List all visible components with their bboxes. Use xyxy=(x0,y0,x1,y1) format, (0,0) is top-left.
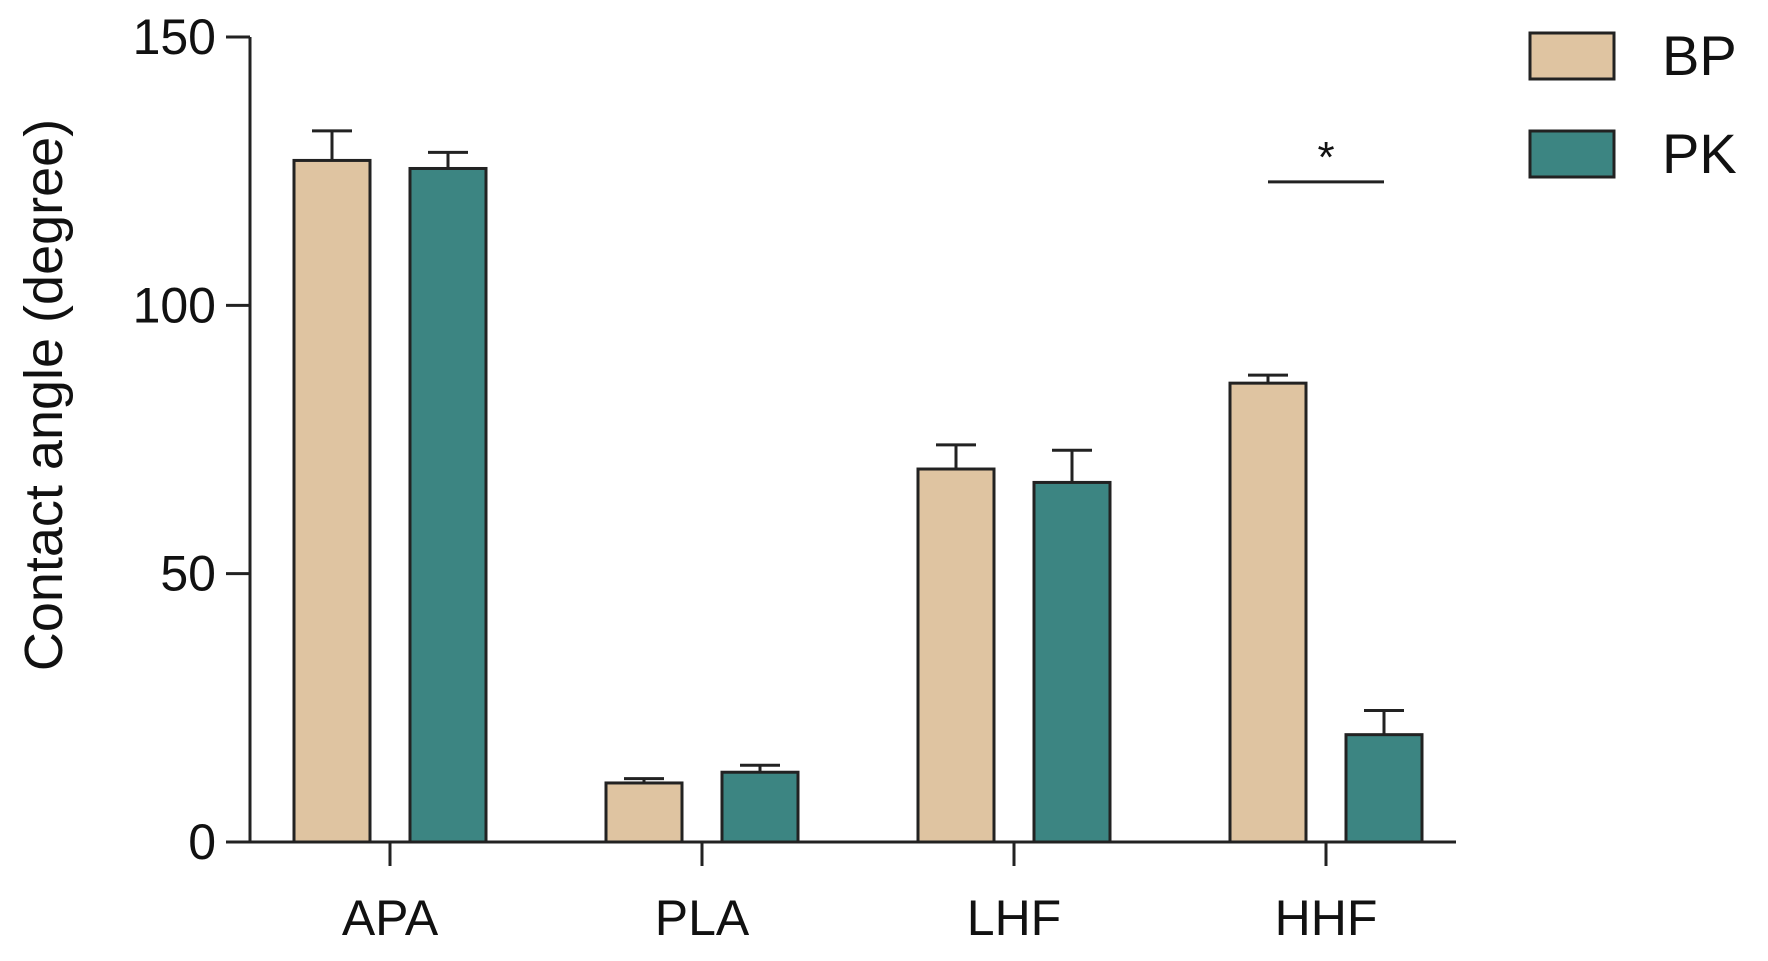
bar-bp-apa xyxy=(292,158,372,844)
legend-label-bp: BP xyxy=(1662,24,1737,87)
significance-marker: * xyxy=(1317,133,1334,182)
bar-pk-apa xyxy=(408,166,488,844)
y-axis-title: Contact angle (degree) xyxy=(14,119,74,671)
chart-bars xyxy=(292,129,1424,844)
bar-bp-hhf xyxy=(1228,381,1308,844)
chart-axes: 0 50 100 150 APA PLA LHF HHF xyxy=(133,9,1456,946)
x-tick-label: APA xyxy=(342,890,439,946)
bar-pk-lhf xyxy=(1032,480,1112,844)
y-tick-label: 150 xyxy=(133,9,216,65)
y-tick-label: 100 xyxy=(133,277,216,333)
x-tick-label: HHF xyxy=(1275,890,1378,946)
x-tick-label: PLA xyxy=(655,890,750,946)
bar-pk-hhf xyxy=(1344,733,1424,844)
legend-swatch-pk xyxy=(1528,129,1616,179)
bar-bp-lhf xyxy=(916,467,996,844)
bar-pk-pla xyxy=(720,770,800,844)
y-tick-label: 0 xyxy=(188,814,216,870)
y-tick-label: 50 xyxy=(160,546,216,602)
x-tick-label: LHF xyxy=(967,890,1061,946)
chart-annotations: * xyxy=(1268,133,1384,184)
bar-bp-pla xyxy=(604,781,684,844)
legend-label-pk: PK xyxy=(1662,122,1737,185)
chart-legend: BP PK xyxy=(1528,24,1737,185)
legend-swatch-bp xyxy=(1528,31,1616,81)
